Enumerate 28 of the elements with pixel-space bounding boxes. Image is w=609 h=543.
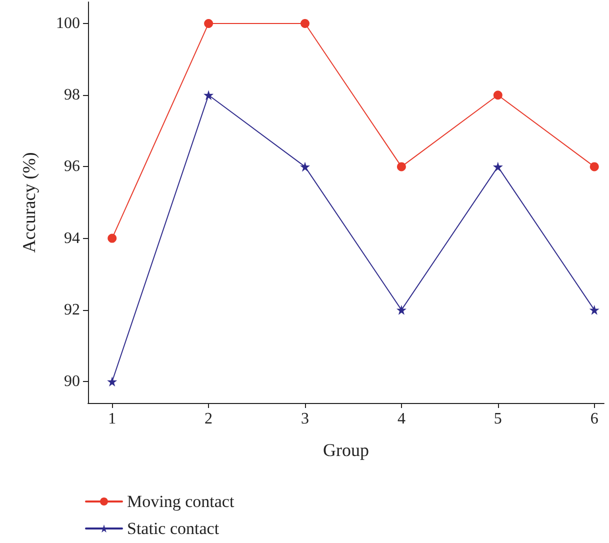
y-tick-label: 94 [64,230,80,247]
point [492,162,503,172]
x-tick-label: 4 [397,410,406,428]
x-tick-label: 6 [590,410,598,428]
y-tick-label: 90 [64,373,80,390]
point [204,90,214,100]
x-tick-label: 5 [494,410,502,428]
point [493,90,502,100]
x-tick-label: 1 [108,410,116,428]
legend-label: Moving contact [127,492,234,511]
point [107,376,118,387]
y-tick-label: 96 [64,158,80,176]
y-tick-label: 100 [56,14,80,32]
point [204,18,214,28]
point [300,162,310,172]
point [108,234,117,243]
y-axis-title: Accuracy (%) [19,152,39,253]
y-tick-label: 92 [64,301,80,318]
point [396,304,406,315]
x-axis-title: Group [323,440,369,460]
point [590,162,599,172]
x-tick-label: 3 [301,410,310,428]
y-tick-label: 98 [64,86,80,104]
x-tick-label: 2 [204,410,213,428]
legend-label: Static contact [127,519,220,538]
point [396,162,406,172]
point [300,18,310,28]
point [589,304,600,315]
